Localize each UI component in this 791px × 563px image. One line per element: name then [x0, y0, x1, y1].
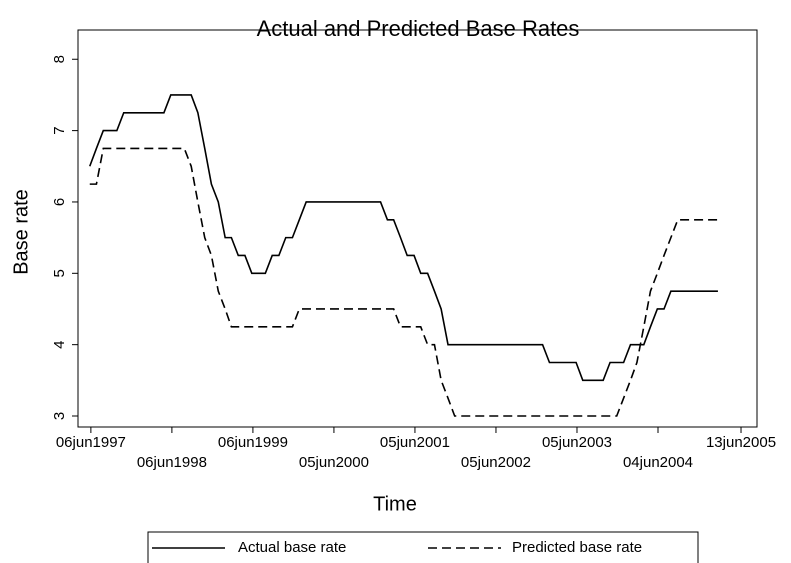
legend-box	[147, 531, 699, 563]
x-tick-label: 05jun2000	[299, 454, 369, 471]
series-line	[89, 147, 718, 417]
y-tick-label: 6	[51, 198, 68, 206]
x-tick-label: 05jun2001	[380, 434, 450, 451]
x-axis-label: Time	[373, 493, 417, 515]
x-tick-label: 06jun1998	[137, 454, 207, 471]
legend-label: Actual base rate	[238, 539, 346, 556]
x-tick-label: 05jun2003	[542, 434, 612, 451]
y-tick-label: 4	[51, 340, 68, 348]
y-tick-label: 5	[51, 269, 68, 277]
legend-label: Predicted base rate	[512, 539, 642, 556]
series-line	[89, 94, 718, 382]
x-tick-label: 06jun1997	[56, 434, 126, 451]
x-tick-label: 06jun1999	[218, 434, 288, 451]
x-tick-label: 05jun2002	[461, 454, 531, 471]
y-tick-label: 7	[51, 126, 68, 134]
chart-title: Actual and Predicted Base Rates	[257, 16, 580, 41]
y-axis-label: Base rate	[10, 189, 32, 275]
y-tick-label: 3	[51, 412, 68, 420]
plot-frame	[77, 29, 758, 428]
x-tick-label: 04jun2004	[623, 454, 693, 471]
y-tick-label: 8	[51, 55, 68, 63]
x-tick-label: 13jun2005	[706, 434, 776, 451]
